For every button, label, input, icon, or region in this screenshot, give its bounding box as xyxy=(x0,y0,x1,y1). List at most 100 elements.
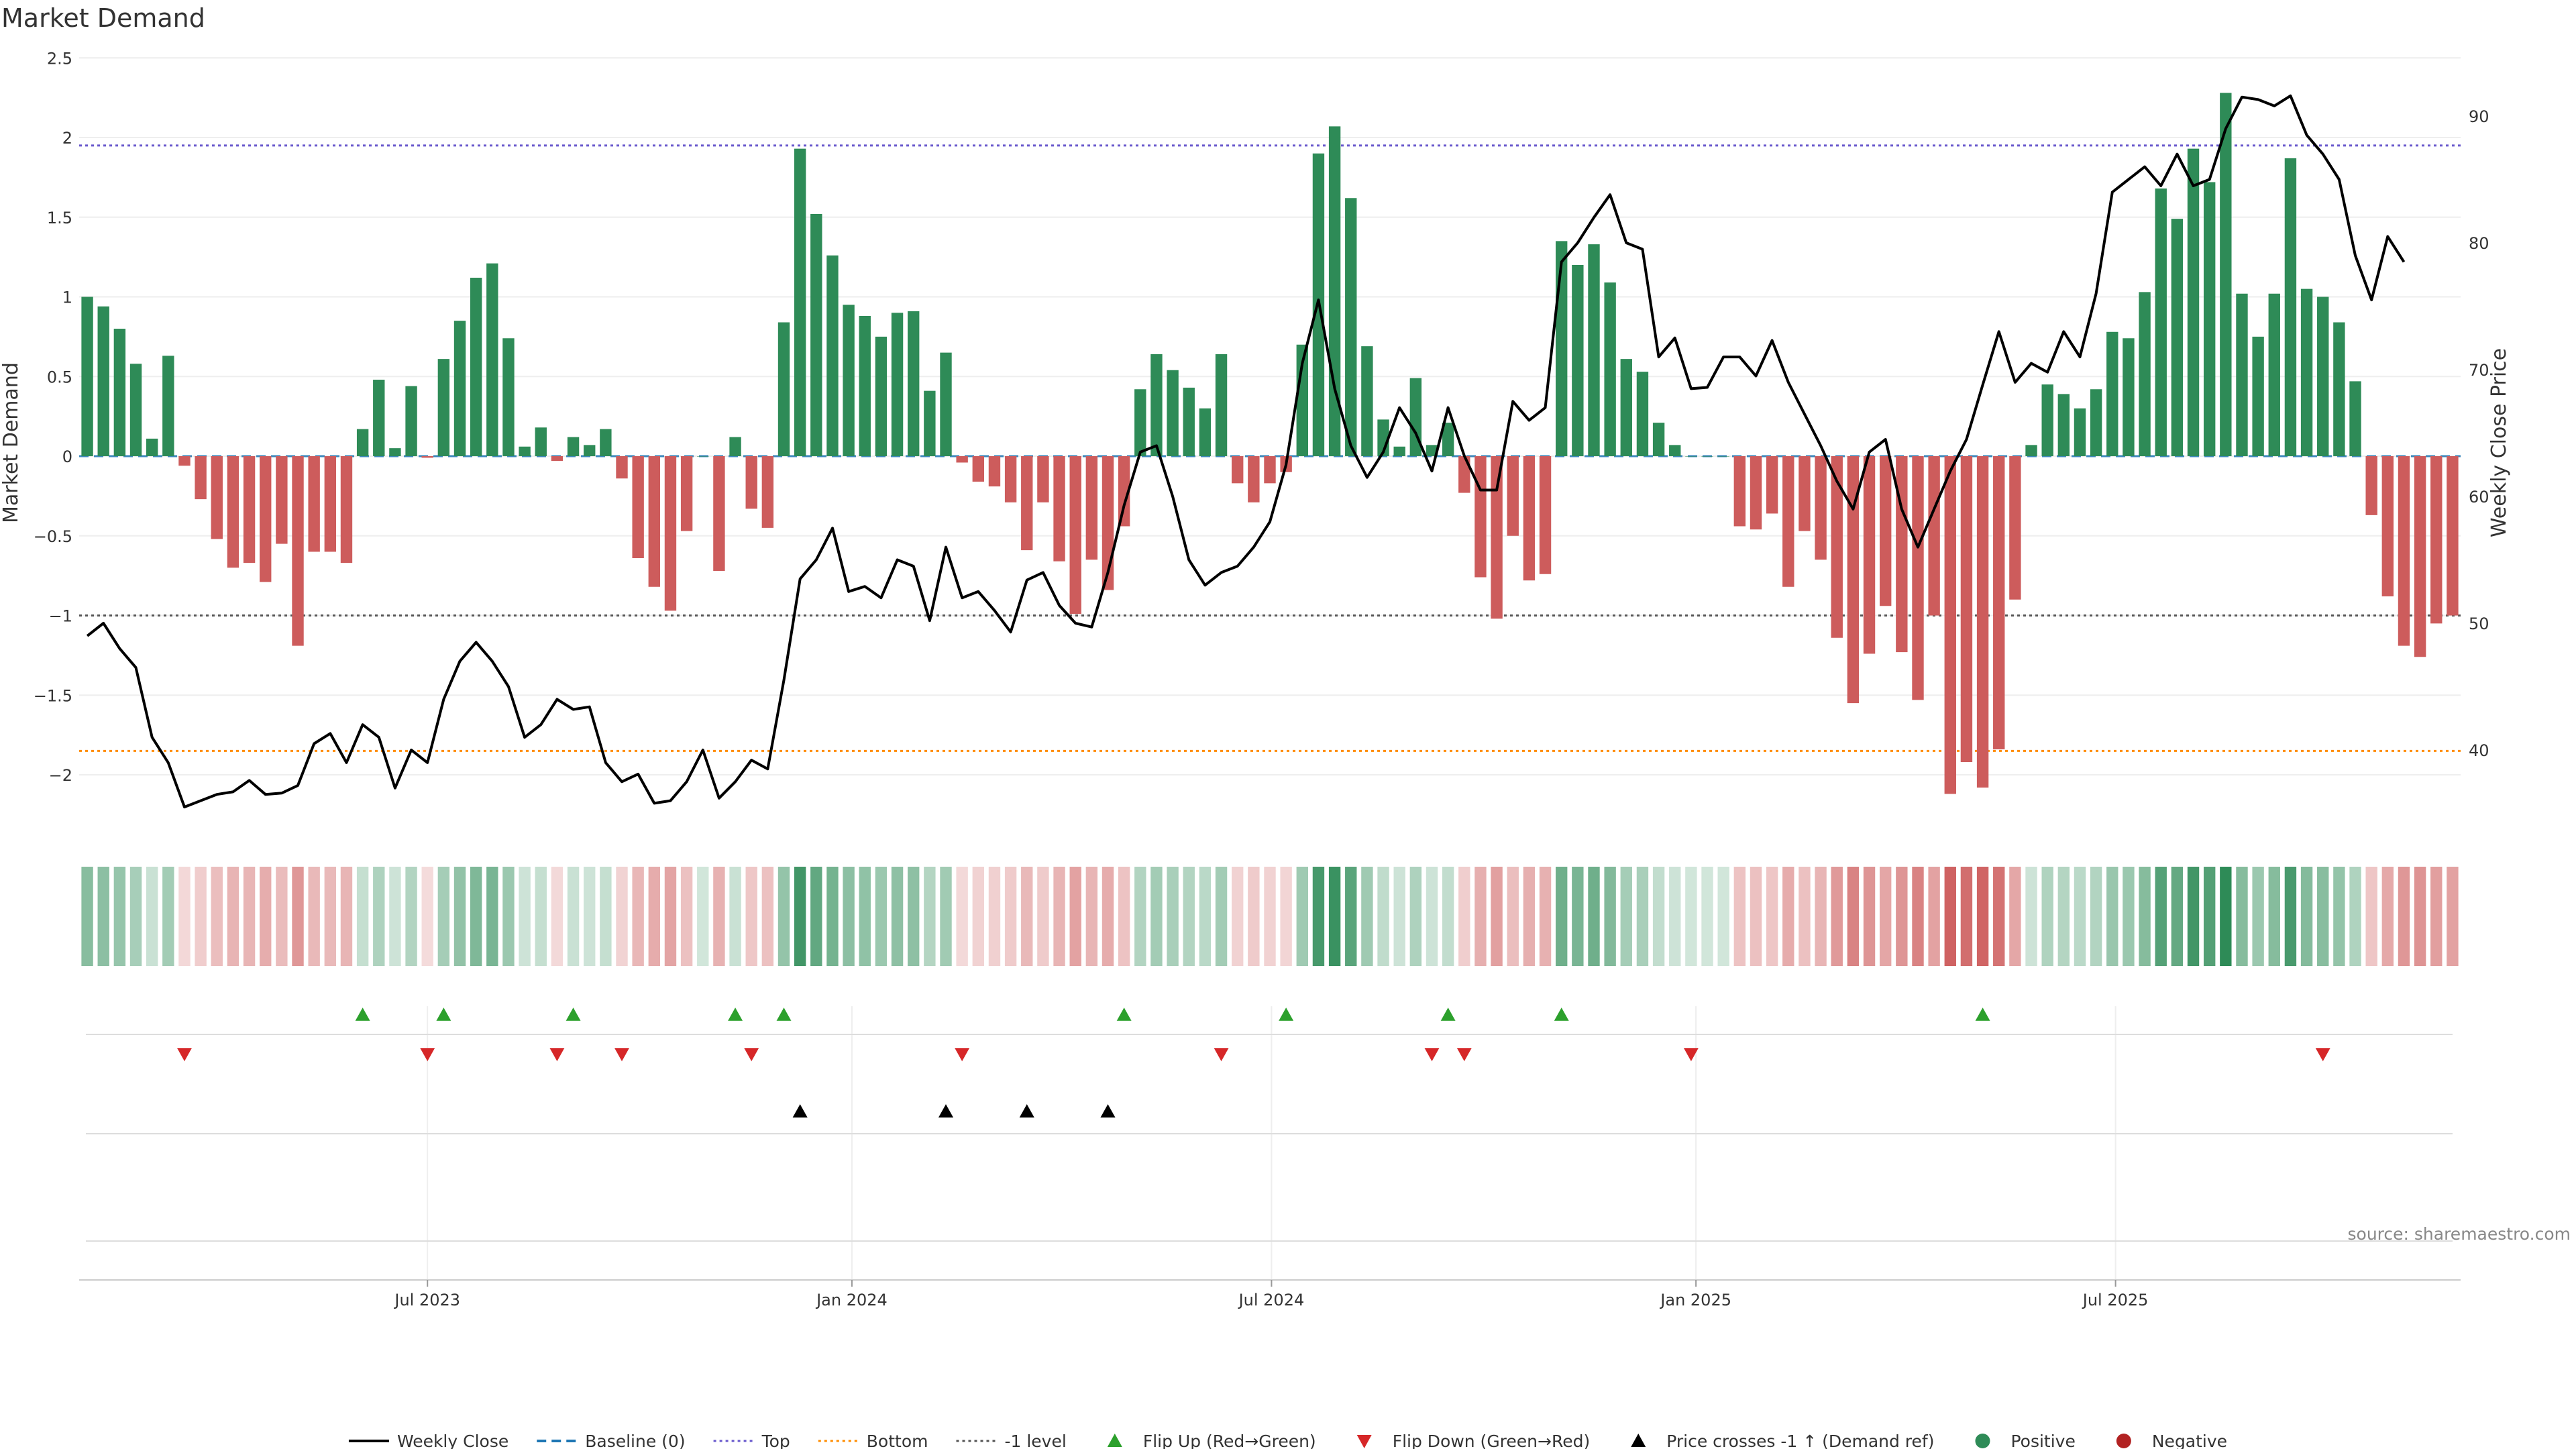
heat-cell xyxy=(1831,867,1843,966)
demand-bar xyxy=(810,214,822,456)
demand-bar xyxy=(1717,456,1729,457)
demand-bar xyxy=(453,321,466,456)
heat-cell xyxy=(1620,867,1632,966)
y2-tick-label: 80 xyxy=(2469,234,2489,253)
demand-bar xyxy=(324,456,337,552)
heat-cell xyxy=(2057,867,2070,966)
y-tick-label: −1 xyxy=(49,607,72,626)
heat-cell xyxy=(1474,867,1487,966)
heat-cell xyxy=(697,867,709,966)
demand-bar xyxy=(551,456,564,462)
demand-bar xyxy=(1442,423,1454,456)
flip-up-marker xyxy=(1975,1008,1990,1021)
heat-cell xyxy=(2009,867,2021,966)
y-tick-label: 2.5 xyxy=(47,49,72,68)
heat-cell xyxy=(1167,867,1179,966)
y2-axis-ticks: 90 80 70 60 50 40 xyxy=(2469,107,2489,760)
demand-bar xyxy=(1426,445,1438,456)
heat-cell xyxy=(1993,867,2005,966)
demand-bar xyxy=(1134,389,1146,456)
demand-bar xyxy=(2447,456,2459,616)
demand-bar xyxy=(2300,288,2313,456)
demand-bar xyxy=(2349,381,2361,456)
demand-bar xyxy=(664,456,677,611)
demand-bar xyxy=(1831,456,1843,638)
heat-cell xyxy=(2155,867,2167,966)
heat-cell xyxy=(1409,867,1422,966)
demand-bar xyxy=(729,437,741,456)
weekly-close-series xyxy=(86,94,2406,808)
heat-cell xyxy=(2398,867,2410,966)
demand-bar xyxy=(567,437,580,456)
heat-cell xyxy=(195,867,207,966)
flip-down-marker xyxy=(420,1048,435,1061)
heat-cell xyxy=(664,867,677,966)
flip-down-marker xyxy=(176,1048,192,1061)
flip-down-marker xyxy=(955,1048,970,1061)
demand-bar xyxy=(1669,445,1681,456)
y-tick-label: −1.5 xyxy=(34,686,72,705)
heat-cell xyxy=(777,867,790,966)
demand-bar xyxy=(1572,265,1584,456)
flip-down-marker xyxy=(1683,1048,1699,1061)
demand-bar xyxy=(535,427,547,456)
demand-bar xyxy=(761,456,774,528)
heat-cell xyxy=(940,867,952,966)
y-axis-ticks: 2.5 2 1.5 1 0.5 0 −0.5 −1 −1.5 −2 xyxy=(34,49,72,785)
legend-label: Weekly Close xyxy=(397,1432,508,1449)
heat-cell xyxy=(1361,867,1373,966)
heat-cell xyxy=(1037,867,1049,966)
demand-bar xyxy=(1393,446,1405,456)
demand-bar xyxy=(1766,456,1778,514)
demand-bar xyxy=(2398,456,2410,646)
flip-down-marker xyxy=(614,1048,630,1061)
heat-cell xyxy=(745,867,757,966)
demand-bar xyxy=(2106,331,2118,456)
heat-cell xyxy=(2106,867,2118,966)
heat-cell xyxy=(389,867,401,966)
x-tick-label: Jan 2025 xyxy=(1659,1291,1731,1309)
heat-cell xyxy=(1685,867,1697,966)
heat-cell xyxy=(1328,867,1341,966)
heat-cell xyxy=(1004,867,1017,966)
heat-cell xyxy=(891,867,904,966)
demand-bar xyxy=(227,456,239,568)
heat-cell xyxy=(632,867,644,966)
demand-bar xyxy=(1620,359,1632,456)
heat-cell xyxy=(227,867,239,966)
heat-cell xyxy=(1944,867,1956,966)
heat-cell xyxy=(437,867,450,966)
flip-up-marker xyxy=(776,1008,792,1021)
demand-bar xyxy=(1912,456,1924,700)
demand-bar xyxy=(1652,423,1665,456)
demand-bar xyxy=(988,456,1001,487)
demand-bar xyxy=(1604,282,1616,456)
demand-bar xyxy=(486,263,498,456)
demand-bar xyxy=(113,329,126,456)
x-tick-label: Jul 2023 xyxy=(393,1291,460,1309)
heat-cell xyxy=(1199,867,1212,966)
heat-cell xyxy=(1976,867,1989,966)
heat-cell xyxy=(2203,867,2216,966)
demand-bar xyxy=(178,456,191,466)
flip-up-marker xyxy=(436,1008,451,1021)
y-tick-label: −0.5 xyxy=(34,527,72,546)
demand-bar xyxy=(1264,456,1276,484)
heat-cell xyxy=(1458,867,1470,966)
demand-bar xyxy=(502,338,515,456)
demand-bar xyxy=(1976,456,1989,788)
demand-bar xyxy=(470,278,482,456)
heat-cell xyxy=(1021,867,1033,966)
heat-cell xyxy=(843,867,855,966)
heat-cell xyxy=(2447,867,2459,966)
demand-bar xyxy=(2236,293,2248,456)
heat-cell xyxy=(2041,867,2053,966)
heat-cell xyxy=(551,867,564,966)
heat-cell xyxy=(2300,867,2313,966)
heat-cell xyxy=(1960,867,1973,966)
heat-cell xyxy=(1183,867,1195,966)
demand-bar xyxy=(1896,456,1908,653)
heat-cell xyxy=(308,867,320,966)
demand-bar xyxy=(211,456,223,539)
demand-bar xyxy=(292,456,304,646)
